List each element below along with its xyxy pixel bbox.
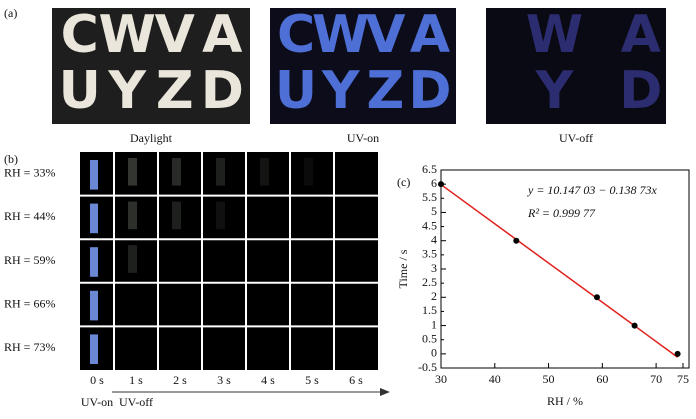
- x-tick-label: 50: [543, 372, 555, 386]
- y-tick-label: 4.5: [422, 218, 437, 232]
- strip: [216, 158, 225, 186]
- column-label: 3 s: [217, 373, 231, 387]
- strip: [90, 247, 98, 277]
- photo-letter: V: [365, 5, 405, 65]
- row-label: RH = 44%: [4, 209, 55, 223]
- panel-label: (c): [397, 175, 410, 189]
- y-tick-label: 3.5: [422, 247, 437, 261]
- row-label: RH = 66%: [4, 296, 55, 310]
- photo-letter: U: [59, 61, 101, 121]
- strip: [260, 158, 269, 186]
- arrow-head: [380, 388, 390, 396]
- strip: [128, 201, 137, 230]
- photo-letter: D: [201, 61, 244, 121]
- annotation: y = 10.147 03 − 0.138 73x: [527, 183, 658, 197]
- strip: [172, 158, 181, 186]
- photo-letter: A: [621, 5, 661, 65]
- photo-letter: C: [61, 5, 99, 65]
- column-label: 2 s: [173, 373, 187, 387]
- photo-letter: C: [277, 5, 315, 65]
- column-label: 4 s: [261, 373, 275, 387]
- caption: UV-off: [559, 131, 593, 145]
- y-tick-label: -0.5: [418, 360, 437, 374]
- photo-letter: Y: [107, 61, 147, 121]
- photo-letter: D: [619, 61, 662, 121]
- photo-letter: Y: [321, 61, 361, 121]
- y-tick-label: 2: [431, 289, 437, 303]
- photo: [486, 8, 666, 124]
- data-point: [593, 294, 600, 301]
- column-label: 5 s: [305, 373, 319, 387]
- column-label: 6 s: [349, 373, 363, 387]
- row-label: RH = 59%: [4, 253, 55, 267]
- data-point: [631, 322, 638, 329]
- row-label: RH = 33%: [4, 166, 55, 180]
- x-tick-label: 70: [650, 372, 662, 386]
- y-tick-label: 3: [431, 261, 437, 275]
- photo: [52, 8, 250, 124]
- x-tick-label: 75: [677, 372, 689, 386]
- annotation: R² = 0.999 77: [527, 206, 596, 220]
- row-label: RH = 73%: [4, 340, 55, 354]
- y-tick-label: 6: [431, 176, 437, 190]
- photo-letter: D: [408, 61, 451, 121]
- photo-letter: W: [526, 5, 583, 65]
- x-tick-label: 60: [596, 372, 608, 386]
- column-label: 0 s: [90, 373, 104, 387]
- column-label: UV-off: [119, 395, 153, 409]
- y-tick-label: 6.5: [422, 162, 437, 176]
- caption: UV-on: [347, 131, 379, 145]
- y-tick-label: 5: [431, 204, 437, 218]
- data-point: [513, 237, 520, 244]
- y-tick-label: 1: [431, 317, 437, 331]
- photo-letter: U: [275, 61, 317, 121]
- photo-letter: W: [312, 5, 369, 65]
- strip: [90, 160, 98, 190]
- panel-label: (b): [4, 152, 18, 166]
- fit-line: [440, 183, 679, 358]
- strip: [90, 203, 98, 234]
- photo-letter: A: [202, 5, 242, 65]
- data-point: [438, 181, 444, 188]
- data-point: [674, 350, 681, 357]
- y-axis-label: Time / s: [396, 249, 410, 288]
- strip: [90, 290, 98, 321]
- photo-letter: A: [410, 5, 450, 65]
- y-tick-label: 1.5: [422, 303, 437, 317]
- x-axis-label: RH / %: [547, 394, 583, 408]
- strip: [304, 158, 313, 186]
- y-tick-label: 4: [431, 232, 437, 246]
- column-label: UV-on: [81, 395, 113, 409]
- strip: [172, 201, 181, 230]
- caption: Daylight: [130, 131, 173, 145]
- panel-label: (a): [4, 6, 17, 20]
- x-tick-label: 40: [489, 372, 501, 386]
- strip: [128, 245, 137, 273]
- strip: [216, 201, 225, 230]
- y-tick-label: 2.5: [422, 275, 437, 289]
- photo-letter: Y: [535, 61, 575, 121]
- y-tick-label: 0: [431, 346, 437, 360]
- photo-letter: V: [155, 5, 195, 65]
- photo-letter: W: [99, 5, 156, 65]
- photo-letter: Z: [366, 61, 404, 121]
- strip: [90, 334, 98, 364]
- strip: [128, 158, 137, 186]
- y-tick-label: 0.5: [422, 331, 437, 345]
- photo: [270, 8, 456, 124]
- photo-letter: Z: [156, 61, 194, 121]
- x-tick-label: 30: [435, 372, 447, 386]
- y-tick-label: 5.5: [422, 190, 437, 204]
- column-label: 1 s: [129, 373, 143, 387]
